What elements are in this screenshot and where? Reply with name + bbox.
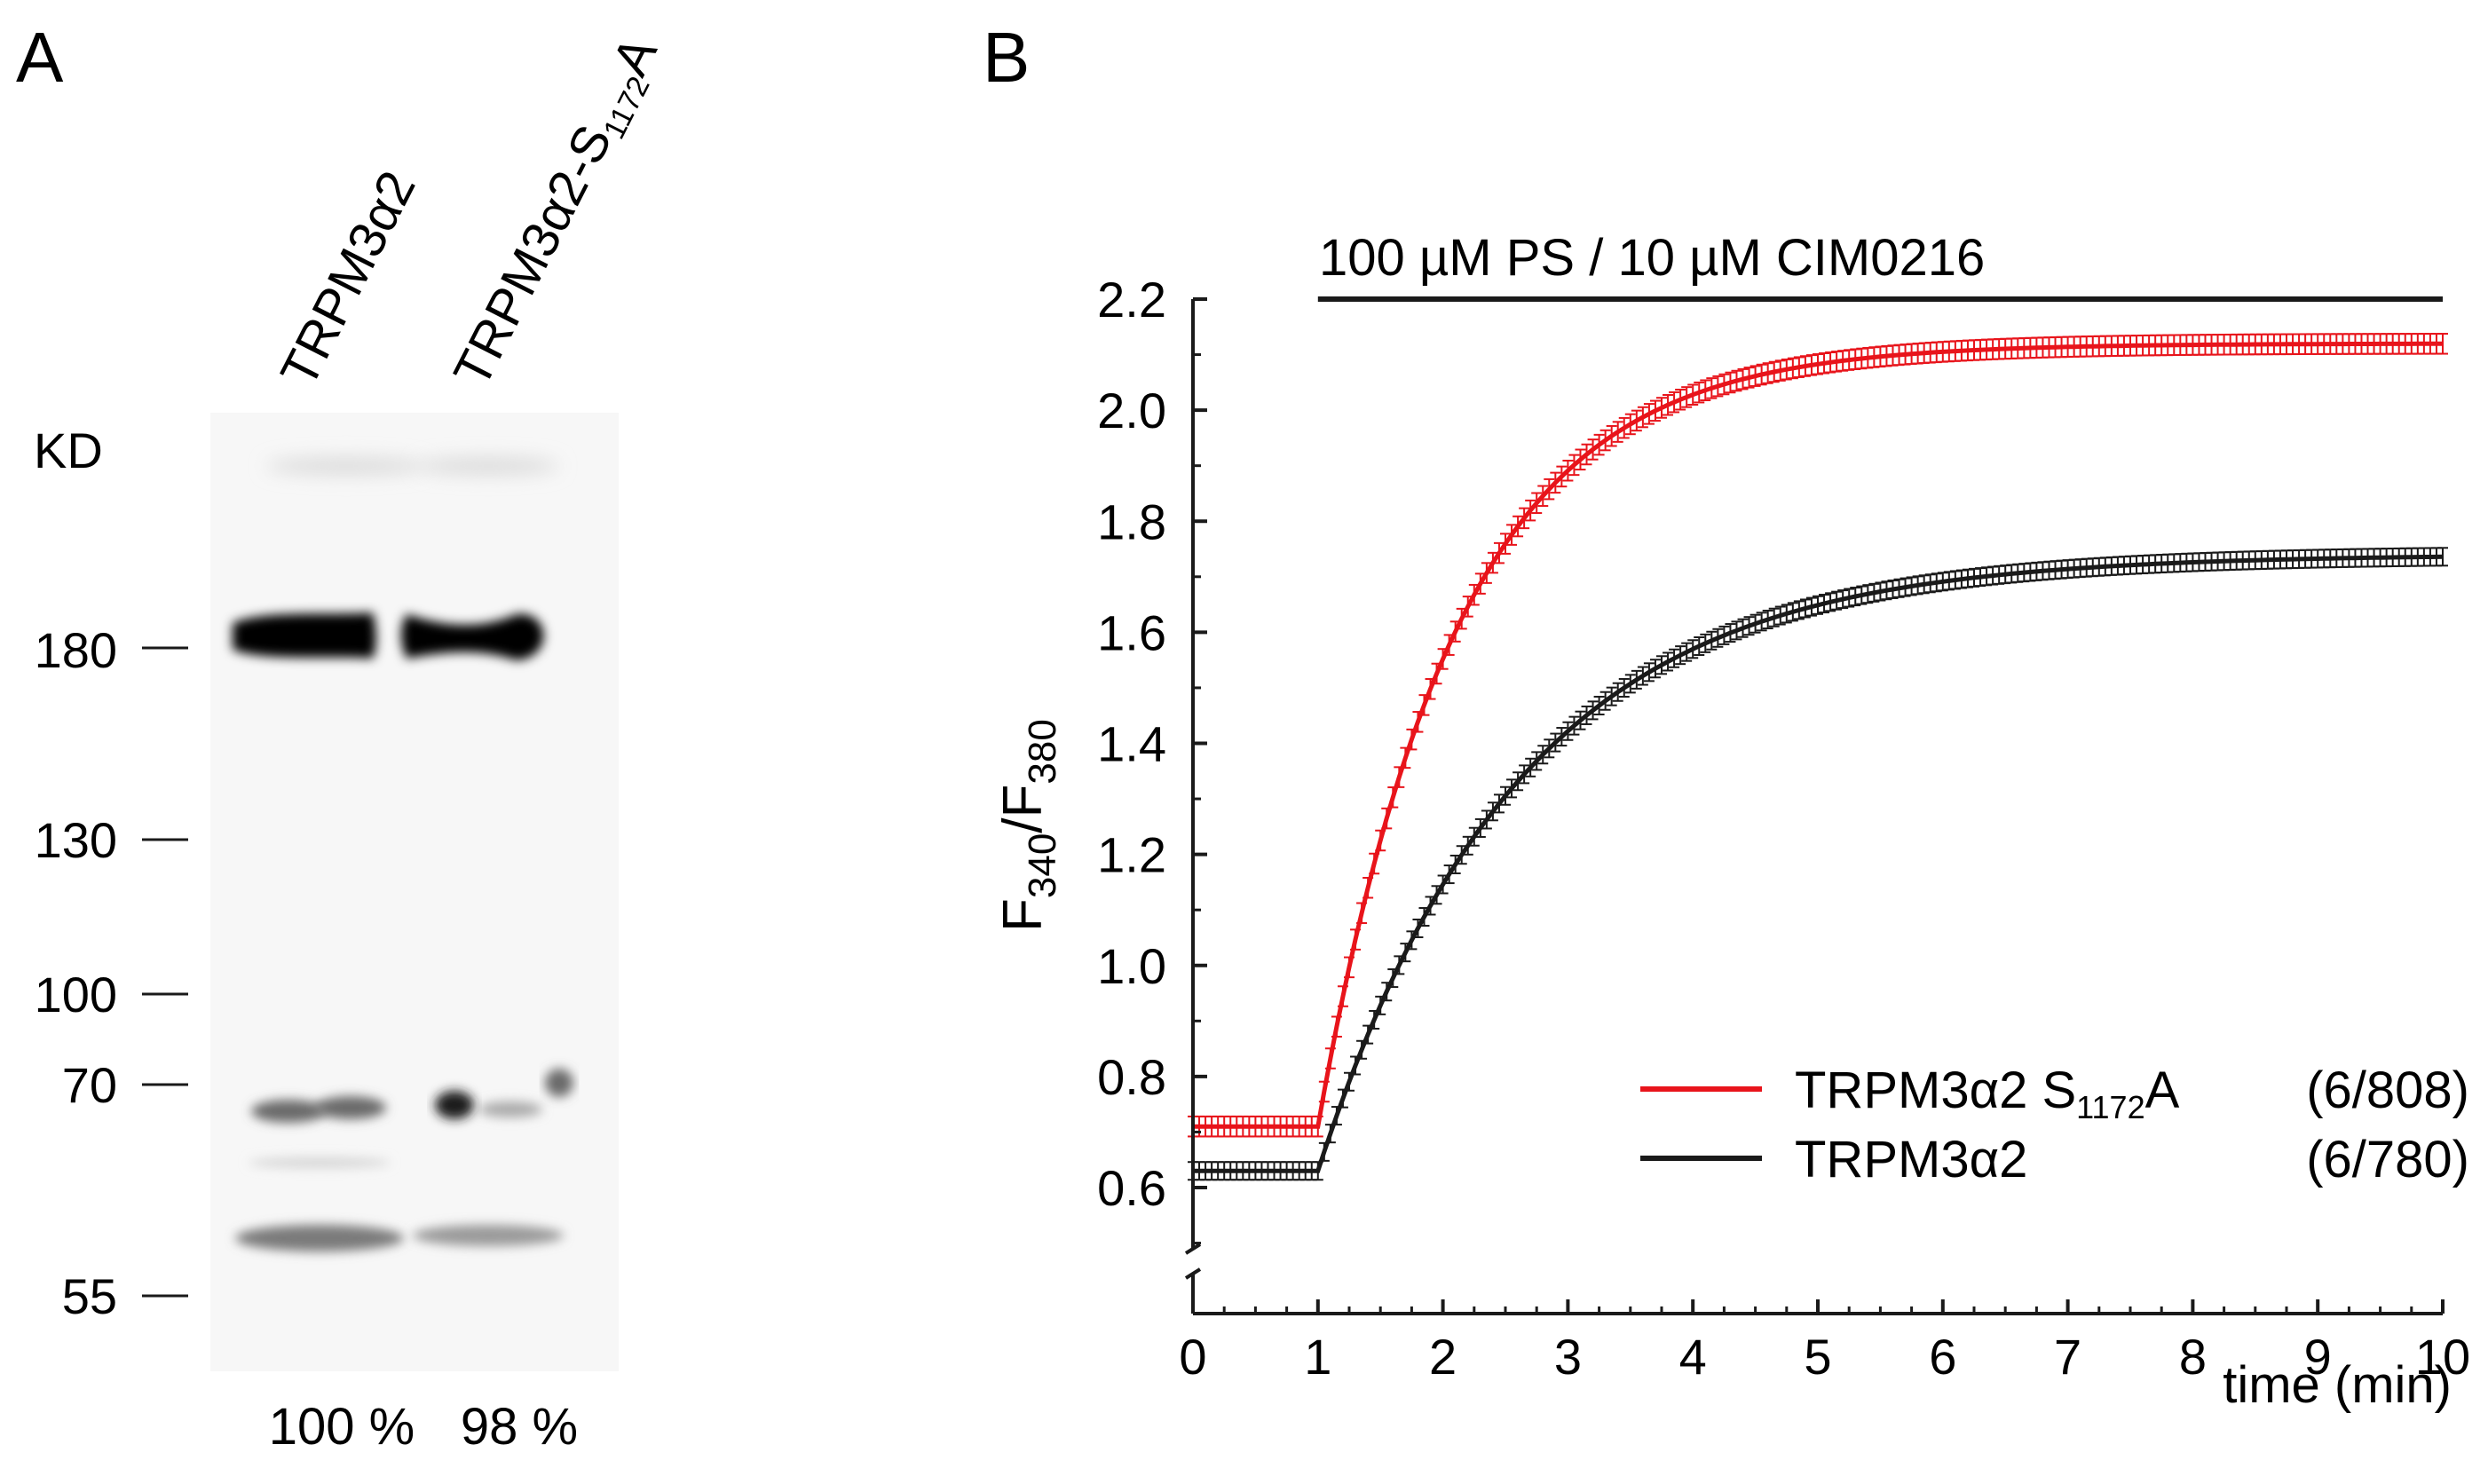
marker-100: 100 [35,967,188,1022]
band-58-lane-1 [235,1225,404,1251]
x-axis-label: time (min) [2223,1356,2452,1414]
panel-a-label: A [16,18,64,97]
x-tick-label: 1 [1304,1329,1331,1385]
marker-55-label: 55 [62,1268,117,1324]
x-tick-label: 7 [2054,1329,2081,1385]
series-wt [1188,547,2448,1181]
svg-text:TRPM3α2-S1172A: TRPM3α2-S1172A [443,28,673,398]
marker-180-label: 180 [35,622,117,678]
x-tick-label: 4 [1679,1329,1707,1385]
marker-130: 130 [35,812,188,868]
blot-smudge [417,457,559,475]
blot-membrane [210,413,619,1371]
x-tick-label: 9 [2304,1329,2332,1385]
band-64-faint [249,1157,391,1168]
lane-label-2: TRPM3α2-S1172A [443,28,673,398]
y-axis-label-slash: /F [992,785,1054,833]
band-68-lane-1a [251,1100,326,1123]
y-axis-label-sub2: 380 [1021,719,1064,784]
band-68-lane-1b [315,1096,386,1119]
blot-smudge [266,457,426,475]
x-tick-label: 5 [1804,1329,1831,1385]
y-tick-label: 0.8 [1097,1049,1166,1105]
y-axis-label-f: F [992,898,1054,932]
y-tick-label: 0.6 [1097,1160,1166,1216]
legend: TRPM3α2 S1172A (6/808) TRPM3α2 (6/780) [1640,1062,2469,1188]
x-tick-label: 3 [1554,1329,1582,1385]
lane-label-1-text: TRPM3α2 [270,162,427,396]
kd-label: KD [34,422,103,478]
panel-b: B 100 µM PS / 10 µM CIM0216 0.6 0.8 1.0 1.2… [983,18,2470,1414]
lane-label-2-tail: A [601,28,668,84]
marker-180: 180 [35,622,188,678]
band-68-lane-2c [545,1069,573,1097]
legend-item-s1172a: TRPM3α2 S1172A (6/808) [1640,1062,2469,1125]
treatment-label: 100 µM PS / 10 µM CIM0216 [1319,229,1985,287]
legend-label-s1172a-main: TRPM3α2 S [1795,1062,2076,1119]
legend-label-s1172a-tail: A [2145,1062,2180,1119]
series-s1172a [1188,333,2448,1138]
lane-1-percent: 100 % [269,1398,415,1456]
legend-n-s1172a: (6/808) [2306,1062,2469,1119]
marker-130-label: 130 [35,812,117,868]
x-tick-label: 2 [1429,1329,1457,1385]
marker-70: 70 [62,1057,188,1113]
x-tick-label: 8 [2179,1329,2207,1385]
band-180-lane-1 [233,612,376,659]
legend-item-wt: TRPM3α2 (6/780) [1640,1131,2469,1188]
y-tick-label: 1.6 [1097,604,1166,660]
y-tick-label: 1.4 [1097,716,1166,772]
legend-n-wt: (6/780) [2306,1131,2469,1188]
y-axis-break-mark [1184,1243,1202,1280]
svg-text:TRPM3α2: TRPM3α2 [270,162,427,396]
y-tick-label: 2.2 [1097,272,1166,328]
band-58-lane-2 [413,1225,564,1246]
svg-text:TRPM3α2 S1172A: TRPM3α2 S1172A [1795,1062,2180,1125]
marker-70-label: 70 [62,1057,117,1113]
plot-area: 0.6 0.8 1.0 1.2 1.4 1.6 1.8 2.0 2.2 0 1 2 3 4 5 6 7 8 9 10 [1097,272,2470,1385]
band-180-lane-2 [401,613,544,660]
legend-label-wt-main: TRPM3α2 [1795,1131,2027,1188]
y-tick-label: 2.0 [1097,383,1166,438]
y-axis-label-sub1: 340 [1021,833,1064,898]
axes-layer: 0.6 0.8 1.0 1.2 1.4 1.6 1.8 2.0 2.2 0 1 2 3 4 5 6 7 8 9 10 [1097,272,2470,1385]
x-tick-label: 0 [1179,1329,1206,1385]
legend-label-s1172a-sub: 1172 [2076,1089,2144,1125]
y-tick-label: 1.2 [1097,827,1166,883]
svg-text:TRPM3α2: TRPM3α2 [1795,1131,2027,1188]
marker-100-label: 100 [35,967,117,1022]
panel-b-label: B [983,18,1030,97]
svg-text:F340/F380: F340/F380 [992,719,1064,932]
lane-label-1: TRPM3α2 [270,162,427,396]
panel-a: A TRPM3α2 TRPM3α2-S1172A KD 180 [16,18,673,1456]
series-layer [1188,333,2448,1181]
y-tick-label: 1.8 [1097,493,1166,549]
band-68-lane-2b [478,1101,542,1117]
treatment-bar: 100 µM PS / 10 µM CIM0216 [1317,229,2443,302]
x-tick-label: 10 [2415,1329,2470,1385]
band-68-lane-2a [435,1091,474,1119]
y-axis-label: F340/F380 [992,719,1064,932]
marker-55: 55 [62,1268,188,1324]
x-tick-label: 6 [1929,1329,1956,1385]
lane-label-2-main: TRPM3α2-S [443,116,623,396]
lane-2-percent: 98 % [461,1398,578,1456]
y-tick-label: 1.0 [1097,938,1166,994]
